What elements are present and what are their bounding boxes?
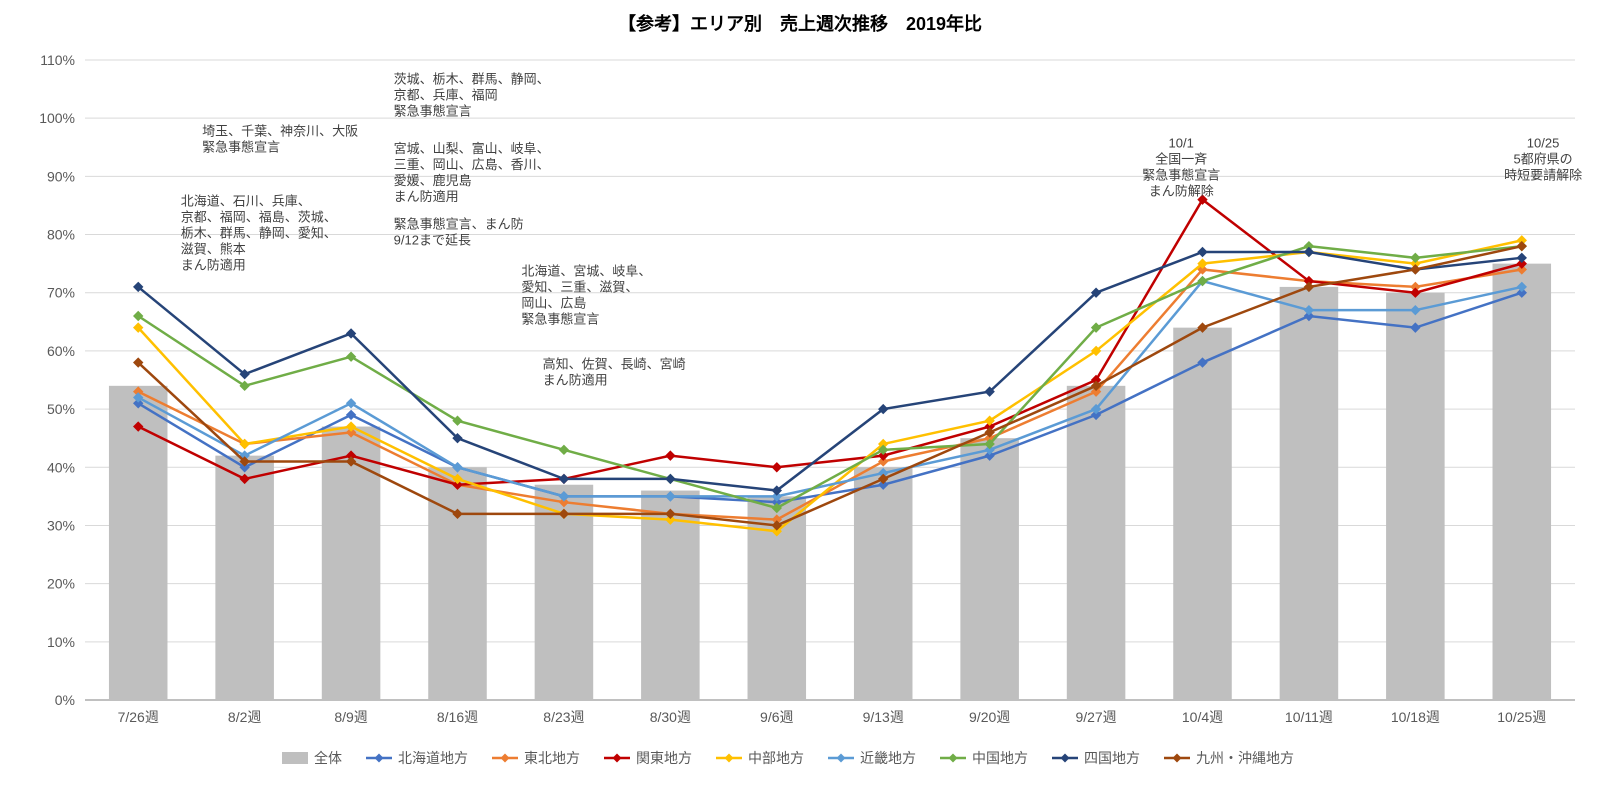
x-tick-label: 9/6週 <box>760 709 793 725</box>
annotation-line: まん防適用 <box>394 189 459 204</box>
bar <box>322 427 381 700</box>
legend-label: 北海道地方 <box>398 750 468 766</box>
y-tick-label: 90% <box>47 168 75 184</box>
bar <box>960 438 1019 700</box>
y-tick-label: 30% <box>47 517 75 533</box>
x-tick-label: 9/27週 <box>1075 709 1116 725</box>
annotation-line: 5都府県の <box>1513 151 1572 166</box>
annotation-line: 宮城、山梨、富山、岐阜、 <box>394 141 550 156</box>
annotation-line: 緊急事態宣言 <box>202 140 280 155</box>
annotation-line: 時短要請解除 <box>1504 167 1582 182</box>
annotation-line: まん防適用 <box>543 372 608 387</box>
chart-title: 【参考】エリア別 売上週次推移 2019年比 <box>618 13 982 34</box>
y-tick-label: 80% <box>47 227 75 243</box>
y-tick-label: 100% <box>39 110 75 126</box>
annotation-line: 緊急事態宣言、まん防 <box>394 217 524 232</box>
legend-label: 全体 <box>314 750 342 766</box>
y-tick-label: 50% <box>47 401 75 417</box>
annotation-line: 高知、佐賀、長崎、宮崎 <box>543 356 686 371</box>
x-tick-label: 8/16週 <box>437 709 478 725</box>
y-tick-label: 60% <box>47 343 75 359</box>
bar <box>1386 293 1445 700</box>
x-tick-label: 10/18週 <box>1391 709 1440 725</box>
y-tick-label: 110% <box>40 52 75 68</box>
annotation-line: 北海道、宮城、岐阜、 <box>521 263 651 278</box>
annotation-line: 愛媛、鹿児島 <box>394 173 472 188</box>
y-tick-label: 40% <box>47 459 75 475</box>
legend-label: 中国地方 <box>972 750 1028 766</box>
y-tick-label: 20% <box>47 576 75 592</box>
chart-svg: 0% 10% 20% 30% 40% 50% 60% 70% 80% 90% 100% 110% 【参考… <box>0 0 1600 807</box>
x-tick-label: 8/30週 <box>650 709 691 725</box>
bar <box>109 386 168 700</box>
bar <box>1067 386 1126 700</box>
annotation-line: 北海道、石川、兵庫、 <box>181 193 311 208</box>
legend-label: 九州・沖縄地方 <box>1196 750 1294 766</box>
annotation-line: まん防解除 <box>1149 183 1214 198</box>
annotation-line: 京都、兵庫、福岡 <box>394 87 498 102</box>
annotation-line: 栃木、群馬、静岡、愛知、 <box>181 225 337 240</box>
legend-label: 四国地方 <box>1084 750 1140 766</box>
legend-label: 関東地方 <box>636 750 692 766</box>
bar <box>428 467 487 700</box>
annotation-line: まん防適用 <box>181 257 246 272</box>
x-tick-label: 7/26週 <box>118 709 159 725</box>
bar <box>215 456 274 700</box>
annotation-line: 三重、岡山、広島、香川、 <box>394 157 550 172</box>
legend-swatch-bar <box>282 752 308 764</box>
bar <box>1173 328 1232 700</box>
annotation-line: 京都、福岡、福島、茨城、 <box>181 209 337 224</box>
y-tick-label: 70% <box>47 285 75 301</box>
x-tick-label: 10/4週 <box>1182 709 1223 725</box>
annotation-line: 緊急事態宣言 <box>1142 167 1220 182</box>
legend-label: 中部地方 <box>748 750 804 766</box>
annotation-line: 岡山、広島 <box>521 295 586 310</box>
bar <box>1493 264 1552 700</box>
x-tick-label: 9/13週 <box>863 709 904 725</box>
chart-container: 0% 10% 20% 30% 40% 50% 60% 70% 80% 90% 100% 110% 【参考… <box>0 0 1600 807</box>
x-tick-label: 9/20週 <box>969 709 1010 725</box>
legend-label: 東北地方 <box>524 750 580 766</box>
annotation-line: 緊急事態宣言 <box>521 311 599 326</box>
annotation-line: 10/25 <box>1527 135 1560 150</box>
y-tick-label: 0% <box>55 692 75 708</box>
annotation-line: 埼玉、千葉、神奈川、大阪 <box>202 124 358 139</box>
annotation-line: 10/1 <box>1169 135 1194 150</box>
legend-label: 近畿地方 <box>860 750 916 766</box>
annotation-line: 緊急事態宣言 <box>394 103 472 118</box>
x-tick-label: 8/23週 <box>543 709 584 725</box>
annotation-line: 茨城、栃木、群馬、静岡、 <box>394 71 550 86</box>
x-tick-label: 10/11週 <box>1285 709 1333 725</box>
annotation-line: 全国一斉 <box>1155 151 1207 166</box>
annotation-line: 愛知、三重、滋賀、 <box>521 279 638 294</box>
annotation-line: 9/12まで延長 <box>394 233 471 248</box>
annotation-line: 滋賀、熊本 <box>181 241 246 256</box>
x-tick-label: 8/9週 <box>334 709 367 725</box>
x-tick-label: 8/2週 <box>228 709 261 725</box>
y-tick-label: 10% <box>47 634 75 650</box>
bar <box>1280 287 1339 700</box>
bar <box>854 467 913 700</box>
x-tick-label: 10/25週 <box>1497 709 1546 725</box>
